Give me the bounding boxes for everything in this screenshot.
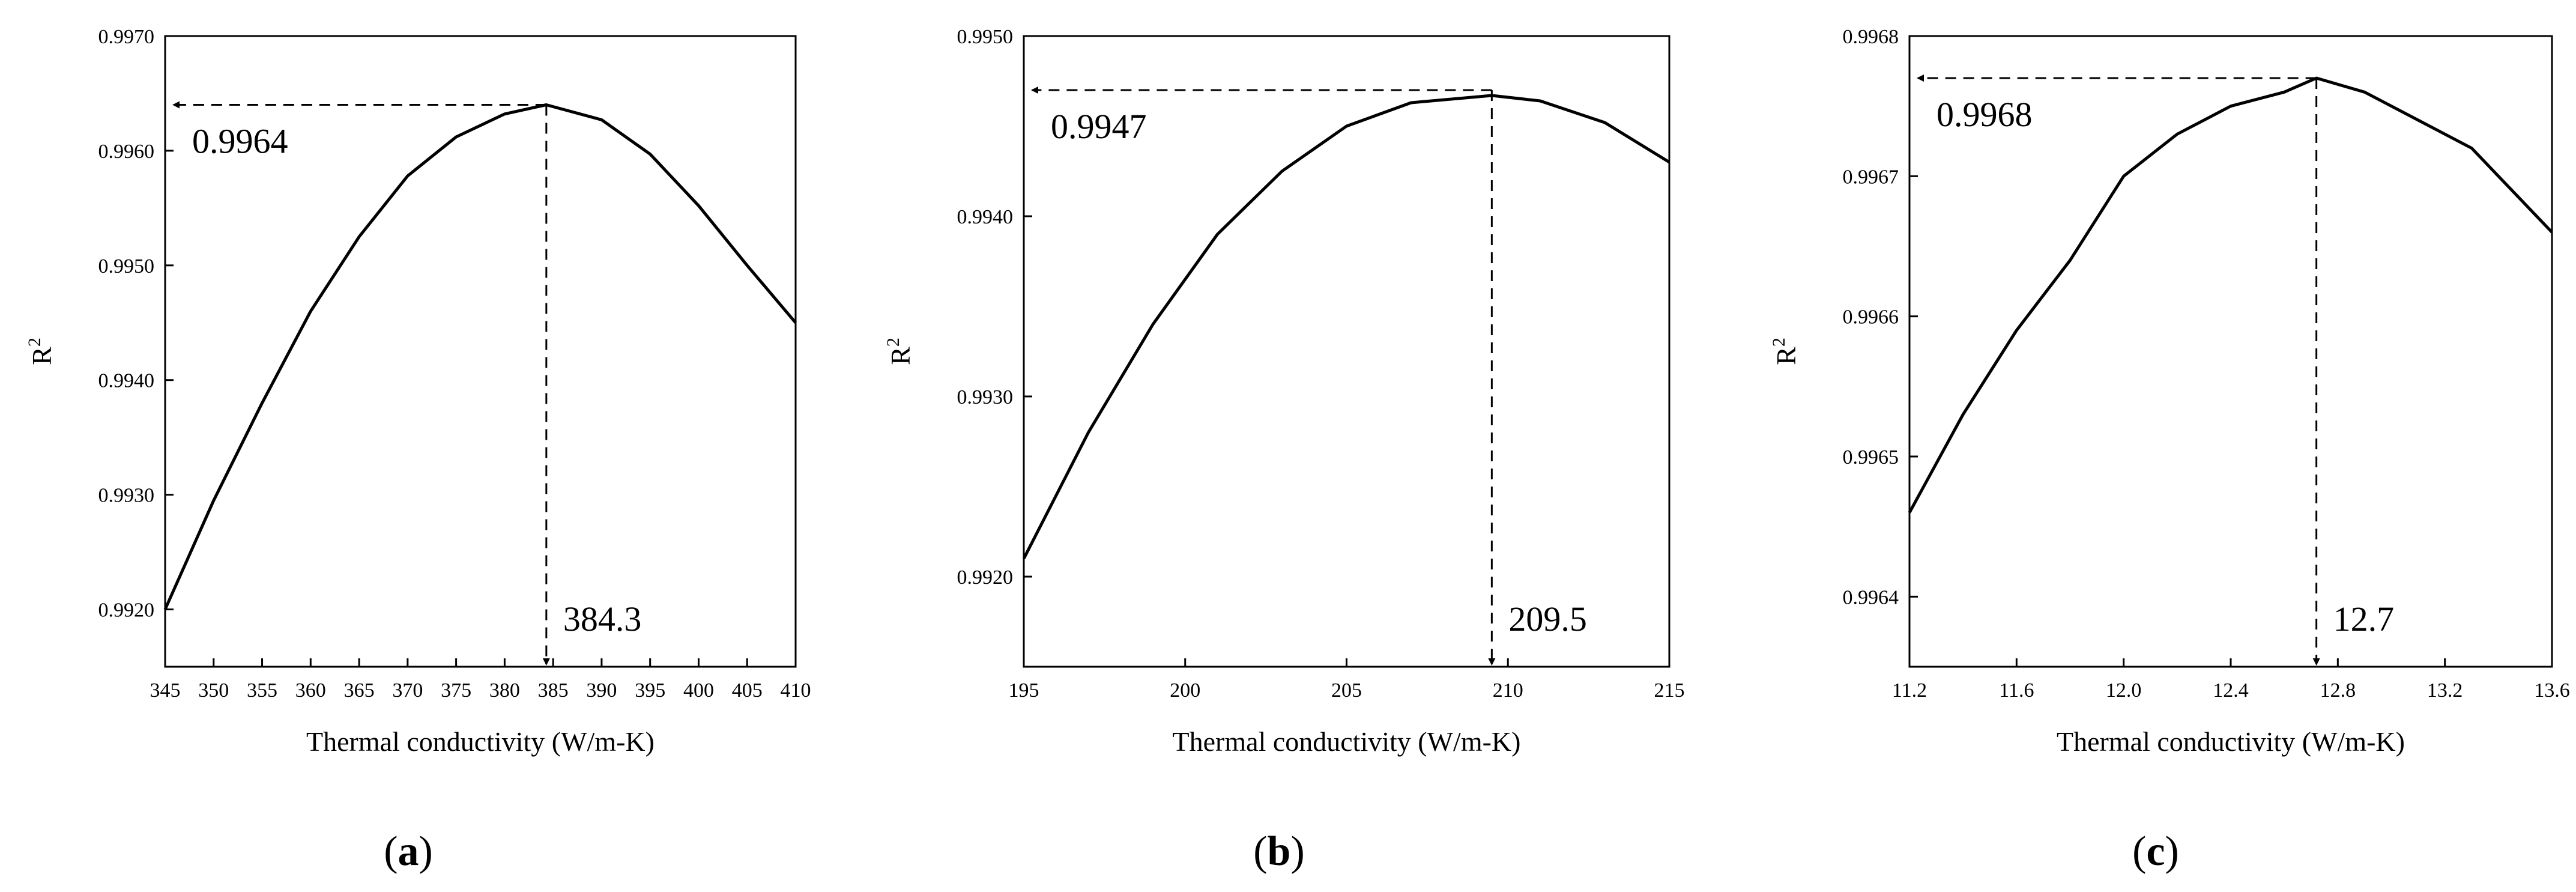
x-tick-label: 13.6 (2534, 679, 2570, 702)
y-tick-label: 0.9930 (98, 485, 155, 507)
x-axis-label: Thermal conductivity (W/m-K) (2057, 726, 2405, 757)
x-tick-label: 400 (683, 679, 714, 702)
panel-letter: a (398, 828, 419, 875)
x-tick-label: 210 (1493, 679, 1523, 702)
panel-letter: c (2146, 828, 2165, 875)
x-tick-label: 380 (489, 679, 520, 702)
y-tick-label: 0.9950 (98, 255, 155, 278)
panel-label: (a) (384, 828, 433, 875)
x-tick-label: 370 (392, 679, 423, 702)
peak-r2-annotation: 0.9947 (1051, 107, 1147, 146)
plot-frame (164, 35, 797, 668)
peak-r2-annotation: 0.9964 (192, 122, 288, 161)
x-tick-label: 345 (150, 679, 181, 702)
y-tick-label: 0.9950 (957, 26, 1014, 48)
x-tick-label: 13.2 (2427, 679, 2463, 702)
peak-conductivity-annotation: 12.7 (2333, 599, 2395, 639)
y-tick-label: 0.9920 (98, 599, 155, 622)
panel-label: (b) (1253, 828, 1305, 875)
x-tick-label: 11.6 (1999, 679, 2034, 702)
x-tick-label: 360 (295, 679, 326, 702)
y-axis-label-base: R (26, 347, 57, 365)
x-tick-label: 385 (538, 679, 569, 702)
y-tick-label: 0.9930 (957, 386, 1014, 408)
panel-letter: b (1268, 828, 1291, 875)
x-axis-label: Thermal conductivity (W/m-K) (1173, 726, 1521, 757)
x-tick-label: 405 (732, 679, 763, 702)
x-tick-label: 12.0 (2106, 679, 2142, 702)
x-tick-label: 410 (781, 679, 811, 702)
peak-conductivity-annotation: 384.3 (563, 599, 642, 639)
x-tick-label: 12.8 (2320, 679, 2356, 702)
x-tick-label: 195 (1009, 679, 1039, 702)
x-tick-label: 12.4 (2213, 679, 2249, 702)
r2-curve (163, 103, 797, 610)
x-axis-label: Thermal conductivity (W/m-K) (306, 726, 655, 757)
y-tick-label: 0.9970 (98, 26, 155, 48)
x-tick-label: 375 (441, 679, 471, 702)
y-tick-label: 0.9920 (957, 566, 1014, 589)
y-tick-label: 0.9966 (1843, 306, 1899, 329)
y-axis-label-superscript: 2 (1769, 338, 1789, 347)
x-tick-label: 395 (635, 679, 665, 702)
chart-panel-b: 195 200 205 210 215 0.9920 0.9930 0.9940 0.9950 T… (883, 26, 1685, 875)
panel-label: (c) (2132, 828, 2179, 875)
r2-curve (1022, 94, 1670, 560)
y-tick-label: 0.9968 (1843, 26, 1899, 48)
x-tick-label: 355 (247, 679, 277, 702)
y-tick-label: 0.9964 (1843, 586, 1899, 608)
y-tick-label: 0.9940 (957, 206, 1014, 228)
y-tick-label: 0.9960 (98, 141, 155, 163)
y-axis-label-superscript: 2 (25, 338, 44, 347)
x-tick-label: 11.2 (1892, 679, 1927, 702)
y-axis-label-base: R (1771, 347, 1801, 365)
y-axis-label: R2 (883, 338, 916, 365)
chart-panel-a: 345 350 355 360 365 370 375 380 385 390 395 400 405 4… (25, 26, 811, 875)
x-tick-label: 350 (198, 679, 229, 702)
x-tick-label: 200 (1170, 679, 1200, 702)
y-tick-label: 0.9940 (98, 370, 155, 392)
peak-conductivity-annotation: 209.5 (1508, 599, 1587, 639)
y-axis-label: R2 (1769, 338, 1801, 365)
x-tick-label: 390 (586, 679, 617, 702)
y-axis-label-superscript: 2 (883, 338, 903, 347)
chart-panel-c: 11.2 11.6 12.0 12.4 12.8 13.2 13.6 0.9964 0.9965… (1769, 26, 2570, 875)
y-axis-label-base: R (885, 347, 916, 365)
x-tick-label: 365 (344, 679, 375, 702)
r2-curve (1908, 76, 2553, 514)
y-tick-label: 0.9965 (1843, 446, 1899, 469)
y-tick-label: 0.9967 (1843, 166, 1899, 188)
x-tick-label: 215 (1654, 679, 1685, 702)
x-tick-label: 205 (1331, 679, 1362, 702)
peak-r2-annotation: 0.9968 (1937, 95, 2033, 134)
y-axis-label: R2 (25, 338, 57, 365)
